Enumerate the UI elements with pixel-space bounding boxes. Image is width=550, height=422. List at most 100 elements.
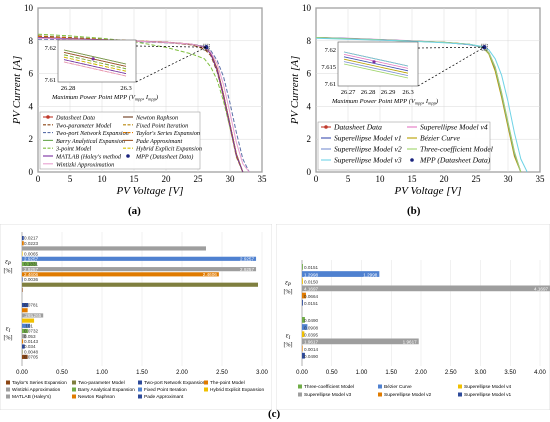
zoom-box (481, 43, 488, 51)
legend-swatch (6, 380, 10, 385)
x-tick-label: 2.00 (415, 370, 427, 376)
bar (22, 256, 257, 261)
y-tick-label: 6 (29, 69, 34, 79)
legend-swatch (138, 380, 142, 385)
y-tick-label: 4 (29, 101, 34, 111)
bar (22, 328, 28, 334)
bar (22, 318, 35, 323)
legend-label: Bézier Curve (420, 134, 460, 143)
legend-label: Superellipse Model v3 (334, 156, 402, 165)
bar (302, 271, 380, 277)
bar (302, 317, 305, 323)
inset-x-tick-label: 26.3 (402, 89, 413, 96)
bar-end-label: 2.9257 (240, 256, 254, 261)
inset-y-tick-label: 7.61 (45, 77, 56, 84)
x-tick-label: 30 (226, 174, 236, 184)
panel-border (276, 224, 550, 410)
inset-series-line (343, 54, 409, 69)
x-tick-label: 0 (314, 174, 319, 184)
bar (22, 349, 23, 354)
bar (302, 278, 303, 285)
x-tick-label: 10 (376, 174, 386, 184)
x-tick-label: 20 (440, 174, 450, 184)
legend-label: Hybrid Explicit Expansion (210, 387, 264, 393)
bar-value-label: 0.0223 (24, 241, 38, 246)
legend-label: MATLAB (Haley's) (12, 394, 51, 400)
group-label: εP (5, 258, 11, 268)
legend-label: Three-coefficient Model (304, 384, 354, 390)
inset-title: Maximum Power Point MPP (Vmpp, Impp) (331, 98, 438, 106)
x-tick-label: 0.00 (296, 370, 308, 376)
bar-end-label: 1.2998 (363, 272, 377, 277)
group-label: εI (6, 325, 11, 335)
group-unit: [%] (284, 290, 293, 296)
bar (22, 246, 206, 251)
x-tick-label: 0.00 (16, 370, 28, 376)
inset-y-tick-label: 7.615 (321, 64, 336, 71)
bar-value-label: 0.053 (24, 334, 36, 339)
legend-swatch (458, 384, 462, 389)
bar (22, 323, 31, 328)
legend-swatch (458, 392, 462, 397)
panel-label-b: (b) (407, 205, 421, 217)
legend-label: MATLAB (Haley's method (55, 154, 122, 161)
inset-series-line (343, 56, 409, 72)
legend-label: Fixed Point Iteration (144, 387, 187, 393)
legend-label: Superellipse Model v2 (384, 392, 432, 398)
legend-label: Two-parameter Model (78, 380, 125, 386)
mpp-point (204, 44, 209, 50)
x-tick-label: 1.00 (96, 370, 108, 376)
bar (302, 331, 305, 338)
legend-swatch (138, 394, 142, 399)
x-tick-label: 0.50 (326, 370, 338, 376)
bar (22, 354, 28, 359)
legend-label: Fixed Point Iteration (135, 122, 188, 129)
inset-x-tick-label: 26.28 (61, 85, 76, 92)
bar-value-label: 0.0732 (24, 329, 38, 334)
legend-label: Wintizki Approximation (56, 161, 114, 168)
group-unit: [%] (284, 343, 293, 349)
bar-value-label: 0.0908 (304, 325, 318, 330)
inset-connector (135, 46, 207, 83)
legend-label: Superellipse Model v3 (304, 392, 352, 398)
bar (302, 338, 419, 345)
bar-value-label: 0.0490 (304, 354, 318, 359)
legend-swatch (204, 380, 208, 385)
y-tick-label: 0 (307, 167, 312, 177)
x-tick-label: 1.50 (136, 370, 148, 376)
group-unit: [%] (4, 269, 13, 275)
legend-marker (410, 158, 414, 162)
y-tick-label: 2 (307, 134, 312, 144)
bar-value-label: .265 (24, 313, 33, 318)
inset-series-line (63, 61, 127, 77)
chart-b-iv-curves: 0 5 10 15 20 25 30 35 0 2 4 6 8 10 PV Voltage [V] PV Cu… (289, 3, 545, 197)
bar-value-label: 0.0490 (304, 318, 318, 323)
bar-value-label: 0.0150 (304, 279, 318, 284)
x-tick-label: 2.00 (176, 370, 188, 376)
legend-label: Two-port Network Expansion (56, 130, 129, 137)
bar-value-label: 1.2998 (304, 272, 318, 277)
bar (22, 344, 25, 349)
inset-x-tick-label: 26.3 (120, 85, 131, 92)
legend-label: Two-port Network Expansion (144, 380, 206, 386)
bar-value-label: 0.0048 (24, 349, 38, 354)
chart-c-right-error-bars: 0.00 0.50 1.00 1.50 2.00 2.50 3.00 3.50 4.00 0.01… (276, 224, 550, 410)
x-axis-label: PV Voltage [V] (393, 185, 461, 197)
legend-swatch (72, 387, 76, 392)
inset-y-tick-label: 7.62 (325, 47, 336, 54)
zoom-box (203, 43, 210, 51)
bar (302, 292, 306, 299)
bar-value-label: 0.0395 (304, 332, 318, 337)
x-tick-label: 1.50 (385, 370, 397, 376)
chart-c-left-error-bars: 0.00 0.50 1.00 1.50 2.00 2.50 3.00 0.02170.0223… (0, 224, 272, 410)
inset-x-tick-label: 26.27 (341, 89, 356, 96)
legend-marker (46, 115, 50, 119)
y-tick-label: 10 (302, 3, 312, 13)
legend-label: MPP (Datasheet Data) (135, 154, 193, 161)
legend-label: Bézier Curve (384, 384, 412, 390)
bar-end-label: 2.4606 (203, 272, 217, 277)
x-tick-label: 1.00 (356, 370, 368, 376)
x-tick-label: 5 (346, 174, 351, 184)
x-axis-label: PV Voltage [V] (115, 185, 183, 197)
bar (302, 264, 303, 270)
